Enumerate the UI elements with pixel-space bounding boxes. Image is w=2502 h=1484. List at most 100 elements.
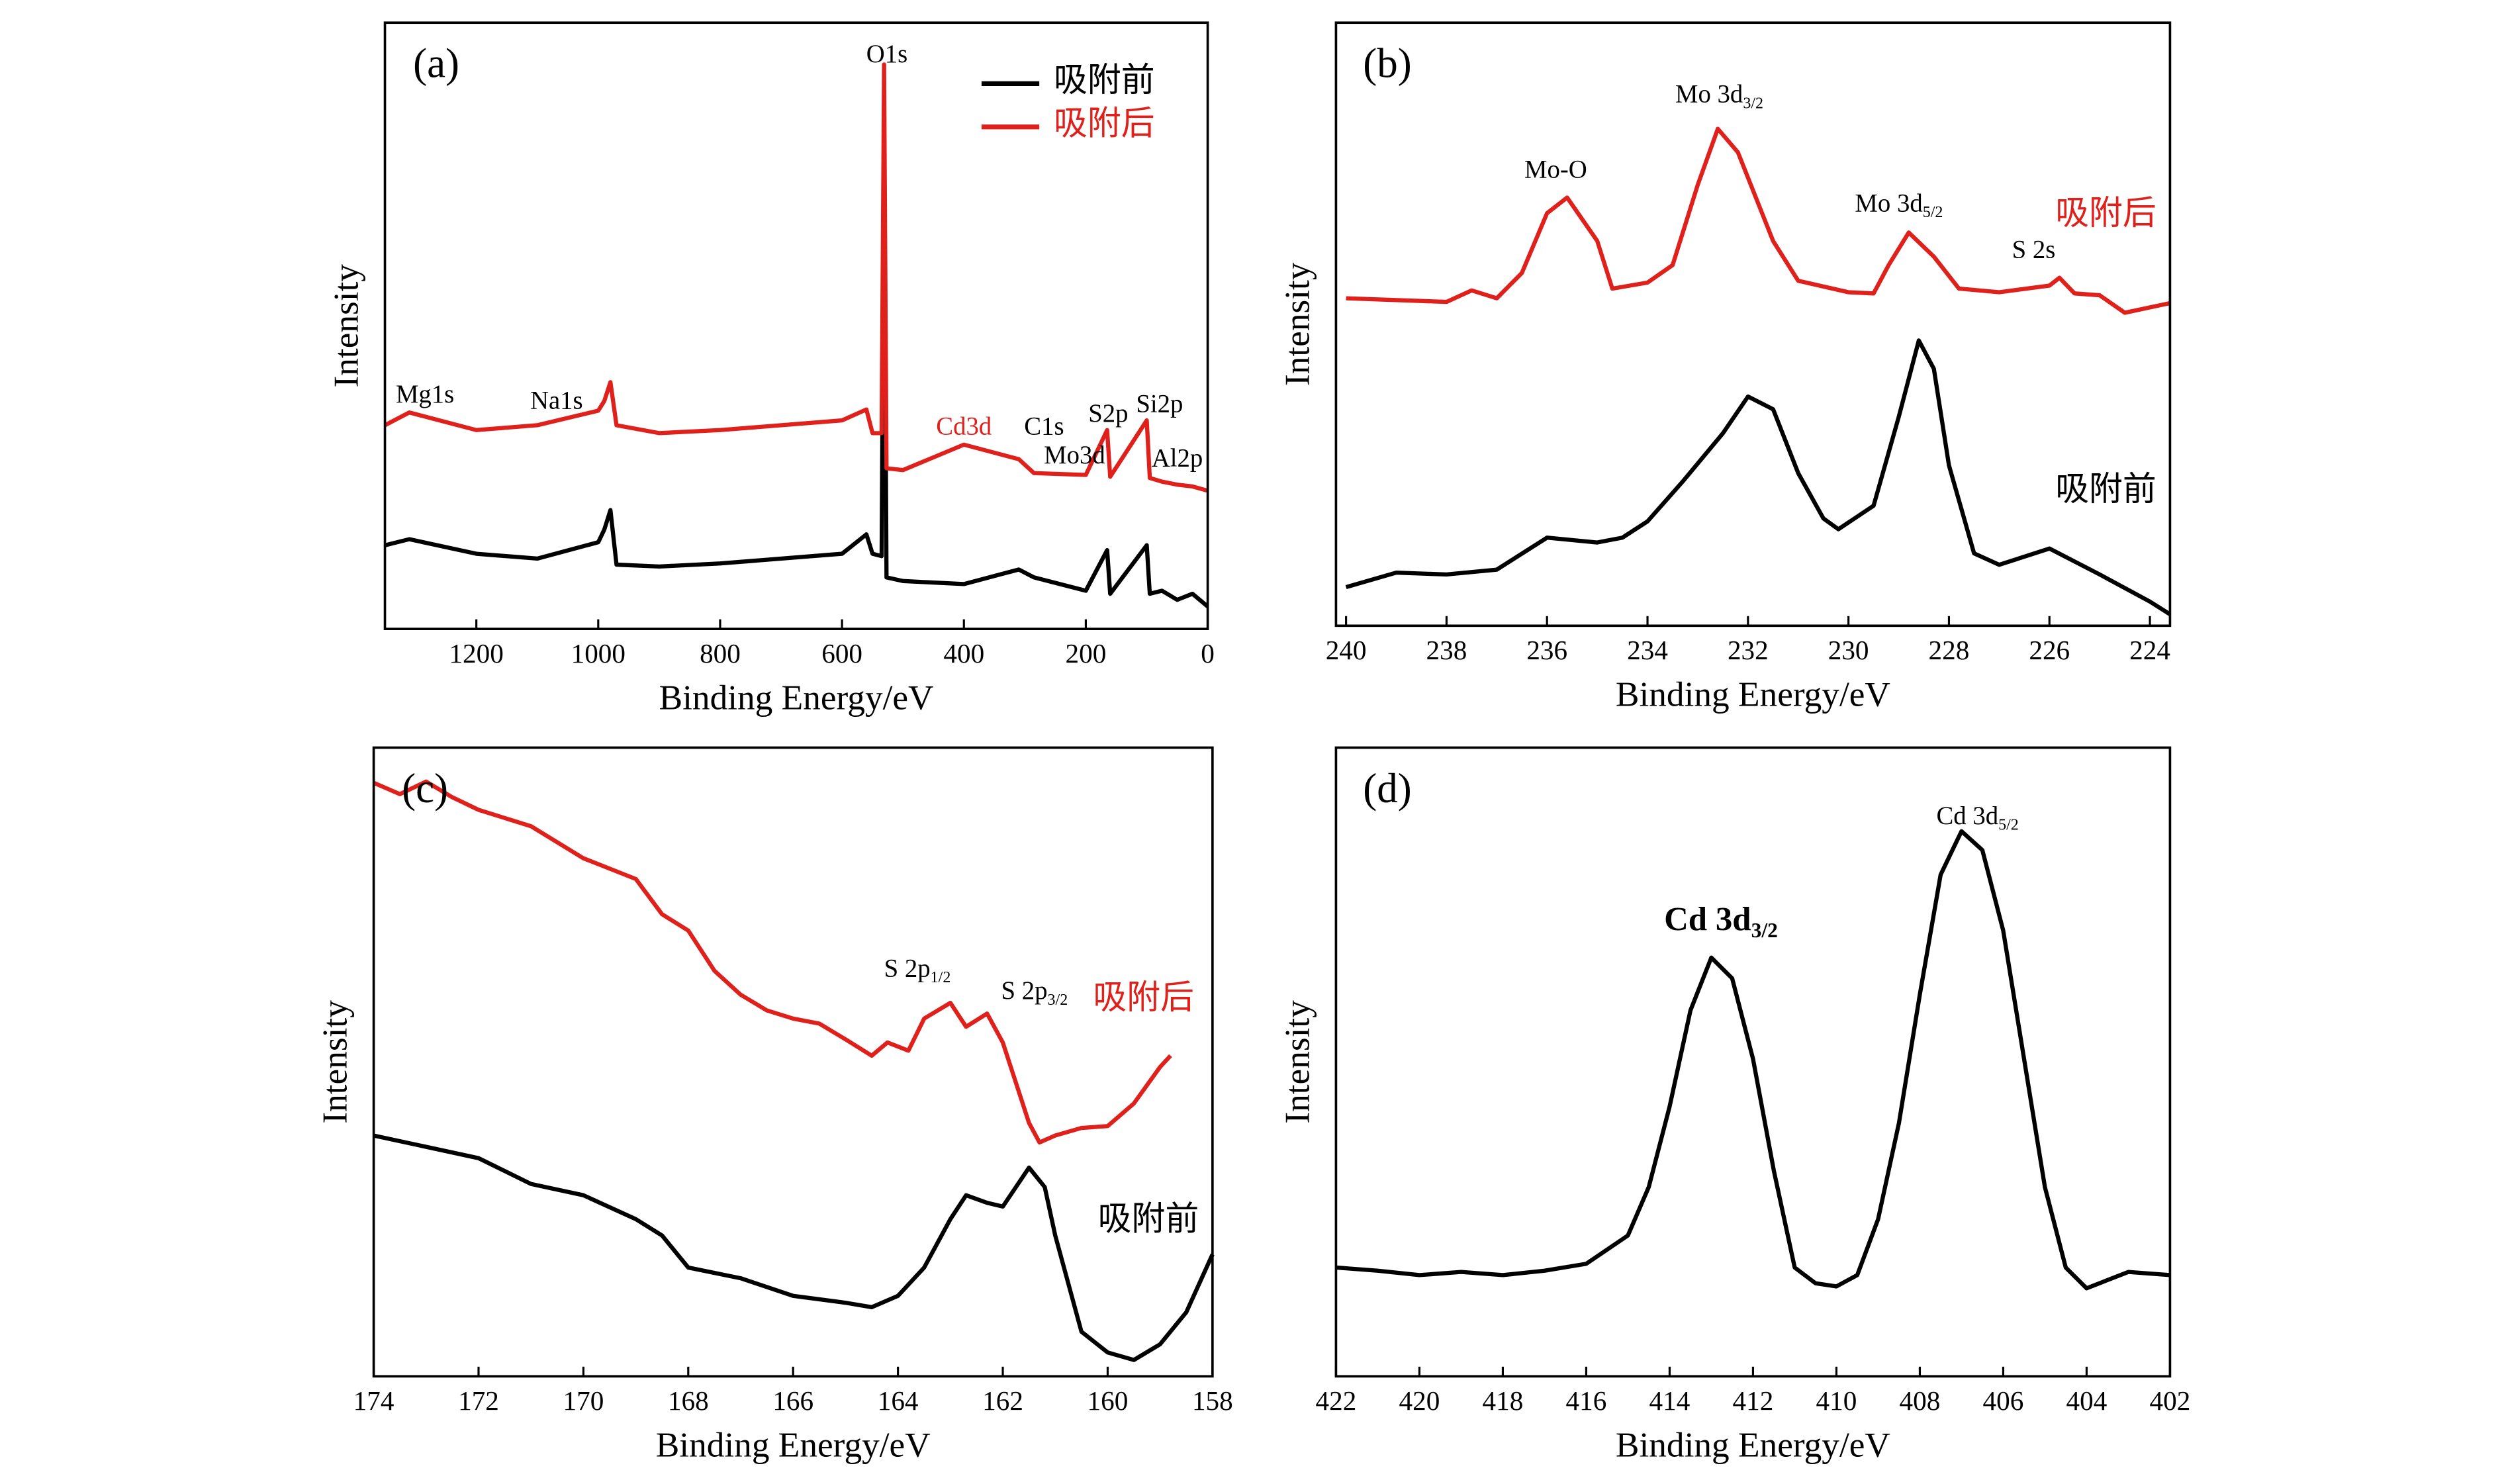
spectrum-line xyxy=(1336,829,2170,1291)
x-tick-label: 238 xyxy=(1426,635,1467,665)
x-tick-label: 420 xyxy=(1399,1385,1440,1416)
series-label: 吸附前 xyxy=(1098,1201,1199,1238)
series-label: 吸附后 xyxy=(2055,195,2156,232)
peak-annotation-text: Na1s xyxy=(530,386,583,414)
peak-annotation-text: S2p xyxy=(1088,399,1128,428)
legend-label: 吸附后 xyxy=(1054,105,1155,142)
y-axis-label: Intensity xyxy=(1277,1000,1317,1124)
peak-annotation: Cd3d xyxy=(936,412,992,440)
peak-annotation: O1s xyxy=(866,40,907,68)
x-tick-label: 414 xyxy=(1649,1385,1691,1416)
x-tick-label: 234 xyxy=(1627,635,1668,665)
x-tick-label: 232 xyxy=(1728,635,1769,665)
x-tick-label: 170 xyxy=(563,1385,604,1416)
spectrum-line xyxy=(1345,338,2172,616)
x-tick-label: 408 xyxy=(1900,1385,1941,1416)
x-tick-label: 600 xyxy=(821,638,862,669)
peak-annotation-sub: 1/2 xyxy=(931,968,951,986)
peak-annotation: S 2p1/2 xyxy=(884,954,951,986)
peak-annotation-text: S 2s xyxy=(2012,236,2056,264)
peak-annotation-sub: 3/2 xyxy=(1751,919,1778,942)
peak-annotation: Al2p xyxy=(1152,444,1203,473)
x-axis-label: Binding Energy/eV xyxy=(656,1426,931,1465)
x-tick-label: 800 xyxy=(700,638,741,669)
peak-annotation: S 2p3/2 xyxy=(1001,976,1068,1008)
x-tick-label: 166 xyxy=(772,1385,813,1416)
peak-annotation: Cd 3d5/2 xyxy=(1936,802,2018,833)
x-tick-label: 160 xyxy=(1088,1385,1129,1416)
peak-annotation-sub: 3/2 xyxy=(1048,991,1068,1008)
peak-annotation: Mo-O xyxy=(1524,155,1587,183)
peak-annotation-text: Cd 3d xyxy=(1664,901,1751,938)
peak-annotation-sub: 3/2 xyxy=(1743,95,1763,112)
panel-label: (b) xyxy=(1363,40,1411,87)
x-tick-label: 168 xyxy=(668,1385,709,1416)
x-tick-label: 412 xyxy=(1733,1385,1774,1416)
peak-annotation-text: O1s xyxy=(866,40,907,68)
x-tick-label: 162 xyxy=(982,1385,1023,1416)
peak-annotation-text: Mg1s xyxy=(396,380,454,408)
spectrum-line xyxy=(373,779,1172,1145)
peak-annotation: Mg1s xyxy=(396,380,454,408)
peak-annotation: Si2p xyxy=(1136,389,1183,418)
x-tick-label: 1000 xyxy=(571,638,626,669)
x-axis-label: Binding Energy/eV xyxy=(659,678,934,717)
x-tick-label: 402 xyxy=(2150,1385,2191,1416)
panel-label: (c) xyxy=(402,765,448,812)
x-tick-label: 1200 xyxy=(449,638,503,669)
x-tick-label: 240 xyxy=(1326,635,1367,665)
peak-annotation-text: Mo3d xyxy=(1044,441,1105,469)
x-tick-label: 410 xyxy=(1816,1385,1857,1416)
x-tick-label: 236 xyxy=(1526,635,1567,665)
y-axis-label: Intensity xyxy=(326,264,365,388)
x-tick-label: 172 xyxy=(458,1385,499,1416)
peak-annotation-text: Si2p xyxy=(1136,389,1183,418)
x-tick-label: 228 xyxy=(1929,635,1970,665)
x-tick-label: 200 xyxy=(1066,638,1107,669)
peak-annotation-text: Al2p xyxy=(1152,444,1203,473)
peak-annotation-text: Cd3d xyxy=(936,412,992,440)
x-tick-label: 226 xyxy=(2029,635,2070,665)
x-axis-label: Binding Energy/eV xyxy=(1616,1426,1890,1465)
x-tick-label: 224 xyxy=(2129,635,2170,665)
peak-annotation: Mo 3d3/2 xyxy=(1675,80,1763,112)
peak-annotation-text: Mo 3d xyxy=(1855,189,1922,217)
peak-annotation-text: Mo 3d xyxy=(1675,80,1743,109)
x-tick-label: 404 xyxy=(2066,1385,2108,1416)
x-axis-label: Binding Energy/eV xyxy=(1616,675,1890,714)
peak-annotation: S 2s xyxy=(2012,236,2056,264)
spectrum-line xyxy=(1346,126,2171,315)
peak-annotation: Mo3d xyxy=(1044,441,1105,469)
x-tick-label: 418 xyxy=(1483,1385,1524,1416)
y-axis-label: Intensity xyxy=(316,1000,355,1124)
peak-annotation-text: S 2p xyxy=(884,954,931,982)
series-label: 吸附前 xyxy=(2055,471,2156,508)
panel-label: (a) xyxy=(413,40,459,87)
x-tick-label: 406 xyxy=(1983,1385,2024,1416)
spectrum-line xyxy=(384,62,1209,493)
peak-annotation-text: S 2p xyxy=(1001,976,1048,1005)
peak-annotation-text: Cd 3d xyxy=(1936,802,1998,830)
peak-annotation-text: Mo-O xyxy=(1524,155,1587,183)
plot-frame xyxy=(372,746,1214,1378)
panel-label: (d) xyxy=(1363,765,1411,812)
x-tick-label: 164 xyxy=(878,1385,919,1416)
x-tick-label: 174 xyxy=(353,1385,394,1416)
x-tick-label: 400 xyxy=(943,638,984,669)
x-tick-label: 0 xyxy=(1201,638,1215,669)
x-tick-label: 230 xyxy=(1828,635,1869,665)
peak-annotation-sub: 5/2 xyxy=(1923,204,1943,221)
peak-annotation: S2p xyxy=(1088,399,1128,428)
peak-annotation: Cd 3d3/2 xyxy=(1664,901,1778,942)
peak-annotation-text: C1s xyxy=(1024,412,1064,440)
peak-annotation-sub: 5/2 xyxy=(1998,816,2019,833)
series-label: 吸附后 xyxy=(1093,980,1194,1017)
x-tick-label: 158 xyxy=(1192,1385,1233,1416)
peak-annotation: C1s xyxy=(1024,412,1064,440)
peak-annotation: Mo 3d5/2 xyxy=(1855,189,1943,220)
plot-frame xyxy=(383,21,1209,630)
peak-annotation: Na1s xyxy=(530,386,583,414)
spectrum-line xyxy=(373,1133,1215,1362)
